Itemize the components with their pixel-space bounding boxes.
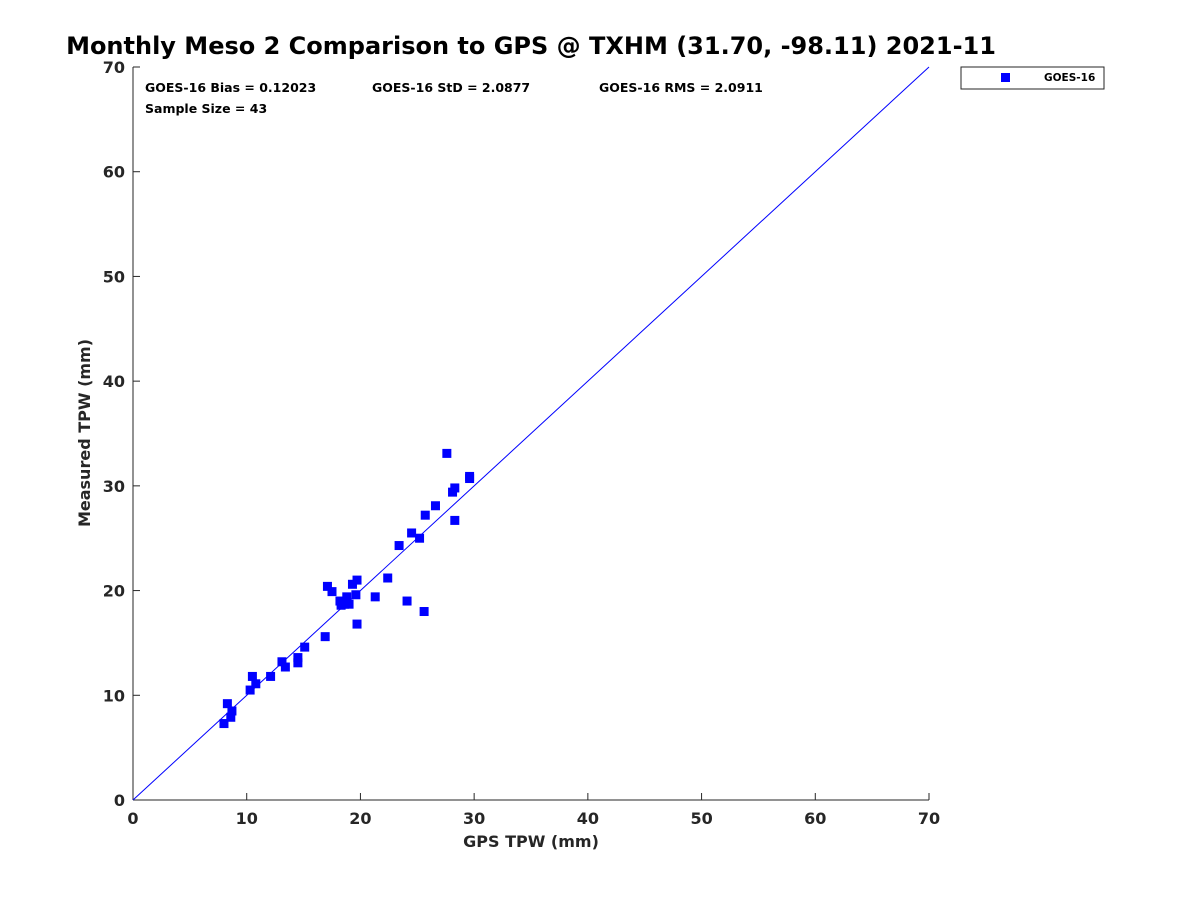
- stat-bias: GOES-16 Bias = 0.12023: [145, 80, 316, 95]
- x-ticks: 0 10 20 30 40 50 60 70: [127, 793, 940, 828]
- x-tick-label: 40: [577, 809, 599, 828]
- y-tick-label: 60: [103, 163, 125, 182]
- data-point: [251, 679, 261, 689]
- data-point: [450, 515, 460, 525]
- data-point: [227, 706, 237, 716]
- x-tick-label: 50: [690, 809, 712, 828]
- data-point: [342, 592, 352, 602]
- x-tick-label: 70: [918, 809, 940, 828]
- legend: GOES-16: [960, 66, 1105, 90]
- x-tick-label: 20: [349, 809, 371, 828]
- x-tick-label: 60: [804, 809, 826, 828]
- stats-panel: GOES-16 Bias = 0.12023 GOES-16 StD = 2.0…: [145, 80, 763, 116]
- data-point: [415, 533, 425, 543]
- y-tick-label: 0: [114, 791, 125, 810]
- data-point: [420, 510, 430, 520]
- data-point: [226, 712, 236, 722]
- axes: [132, 67, 929, 801]
- x-tick-label: 0: [127, 809, 138, 828]
- data-point: [344, 599, 354, 609]
- y-axis-label: Measured TPW (mm): [75, 339, 94, 527]
- x-tick-label: 30: [463, 809, 485, 828]
- legend-marker-square-icon: [1001, 73, 1010, 82]
- data-point: [352, 575, 362, 585]
- stat-std: GOES-16 StD = 2.0877: [372, 80, 530, 95]
- data-point: [347, 579, 357, 589]
- data-point: [370, 592, 380, 602]
- data-point: [293, 653, 303, 663]
- data-point: [402, 596, 412, 606]
- legend-label: GOES-16: [1044, 72, 1095, 84]
- data-point: [293, 658, 303, 668]
- y-tick-label: 30: [103, 477, 125, 496]
- data-point: [222, 699, 232, 709]
- data-point: [465, 471, 475, 481]
- y-tick-label: 10: [103, 686, 125, 705]
- scatter-points: [219, 448, 475, 729]
- data-point: [327, 587, 337, 597]
- data-point: [419, 607, 429, 617]
- one-to-one-line: [132, 66, 930, 801]
- legend-box: [960, 66, 1105, 90]
- stat-rms: GOES-16 RMS = 2.0911: [599, 80, 763, 95]
- data-point: [352, 619, 362, 629]
- data-point: [322, 581, 332, 591]
- data-point: [442, 448, 452, 458]
- y-tick-label: 40: [103, 372, 125, 391]
- data-point: [407, 528, 417, 538]
- y-tick-label: 50: [103, 267, 125, 286]
- x-axis-label: GPS TPW (mm): [463, 832, 599, 851]
- data-point: [277, 657, 287, 667]
- data-point: [300, 642, 310, 652]
- data-point: [394, 541, 404, 551]
- data-point: [351, 590, 361, 600]
- data-point: [280, 662, 290, 672]
- data-point: [340, 599, 350, 609]
- y-ticks: 0 10 20 30 40 50 60 70: [103, 58, 140, 810]
- data-point: [247, 671, 257, 681]
- chart-title: Monthly Meso 2 Comparison to GPS @ TXHM …: [66, 32, 996, 60]
- data-point: [245, 685, 255, 695]
- data-point: [219, 719, 229, 729]
- y-tick-label: 70: [103, 58, 125, 77]
- data-point: [430, 501, 440, 511]
- x-tick-label: 10: [236, 809, 258, 828]
- y-tick-label: 20: [103, 582, 125, 601]
- data-point: [383, 573, 393, 583]
- data-point: [450, 483, 460, 493]
- data-point: [266, 671, 276, 681]
- stat-sample-size: Sample Size = 43: [145, 101, 267, 116]
- data-point: [320, 632, 330, 642]
